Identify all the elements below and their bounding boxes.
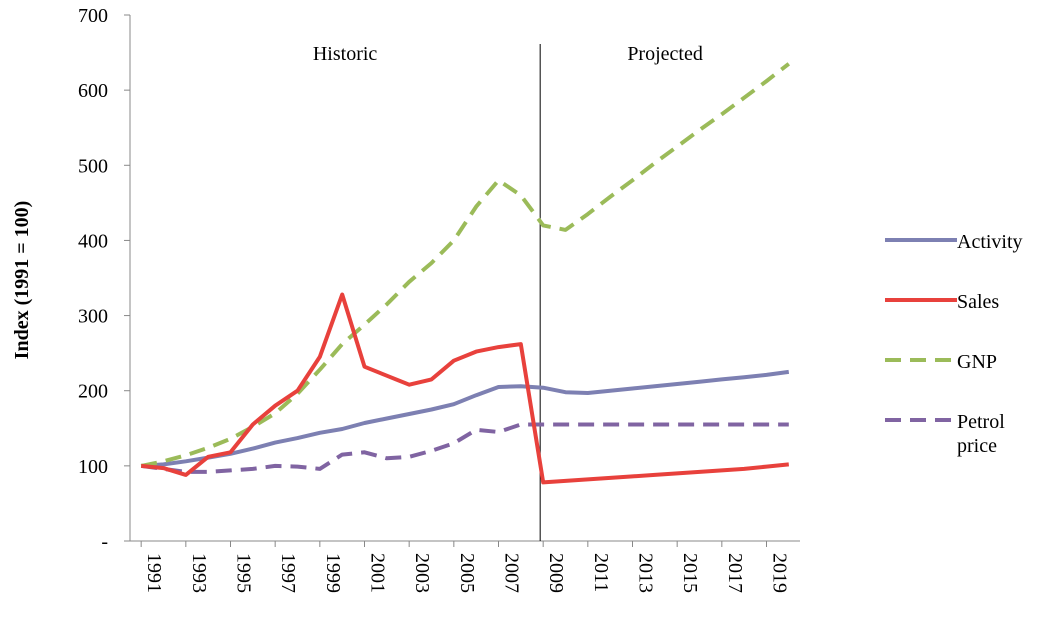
y-tick-label: 700 <box>78 5 108 27</box>
x-tick-label: 2007 <box>501 553 523 593</box>
x-tick-label: 1999 <box>322 553 344 593</box>
legend-item: GNP <box>885 350 1035 410</box>
legend: Activity Sales GNP Petrol price <box>885 230 1035 470</box>
x-tick-label: 1993 <box>188 553 210 593</box>
x-tick-label: 1997 <box>277 553 299 593</box>
legend-item: Petrol price <box>885 410 1035 470</box>
legend-item: Activity <box>885 230 1035 290</box>
x-tick-label: 1991 <box>143 553 165 593</box>
legend-label: Petrol price <box>957 411 1005 457</box>
y-tick-label: 400 <box>78 230 108 252</box>
x-tick-label: 2003 <box>411 553 433 593</box>
legend-swatch <box>885 298 957 302</box>
legend-item: Sales <box>885 290 1035 350</box>
y-tick-label: 500 <box>78 155 108 177</box>
y-tick-label: 200 <box>78 381 108 403</box>
y-tick-label: 300 <box>78 306 108 328</box>
series-line <box>141 292 789 485</box>
annotation: Projected <box>627 43 703 65</box>
x-tick-label: 2019 <box>769 553 791 593</box>
y-tick-label: 600 <box>78 80 108 102</box>
y-tick-label: - <box>101 531 108 553</box>
x-tick-label: 1995 <box>233 553 255 593</box>
series-line <box>140 422 789 474</box>
x-tick-label: 2017 <box>724 553 746 593</box>
legend-swatch <box>885 418 957 422</box>
x-tick-label: 2011 <box>590 553 612 592</box>
legend-label: GNP <box>957 351 998 373</box>
legend-label: Activity <box>957 231 1023 253</box>
legend-label: Sales <box>957 291 1000 313</box>
y-axis-title: Index (1991 = 100) <box>11 201 33 360</box>
annotation: Historic <box>313 43 378 65</box>
x-tick-label: 2015 <box>679 553 701 593</box>
series-line <box>141 369 790 468</box>
x-tick-label: 2009 <box>545 553 567 593</box>
legend-swatch <box>885 358 957 362</box>
legend-swatch <box>885 238 957 242</box>
series-line <box>140 62 791 468</box>
x-tick-label: 2005 <box>456 553 478 593</box>
x-tick-label: 2001 <box>367 553 389 593</box>
y-tick-label: 100 <box>78 456 108 478</box>
x-tick-label: 2013 <box>635 553 657 593</box>
